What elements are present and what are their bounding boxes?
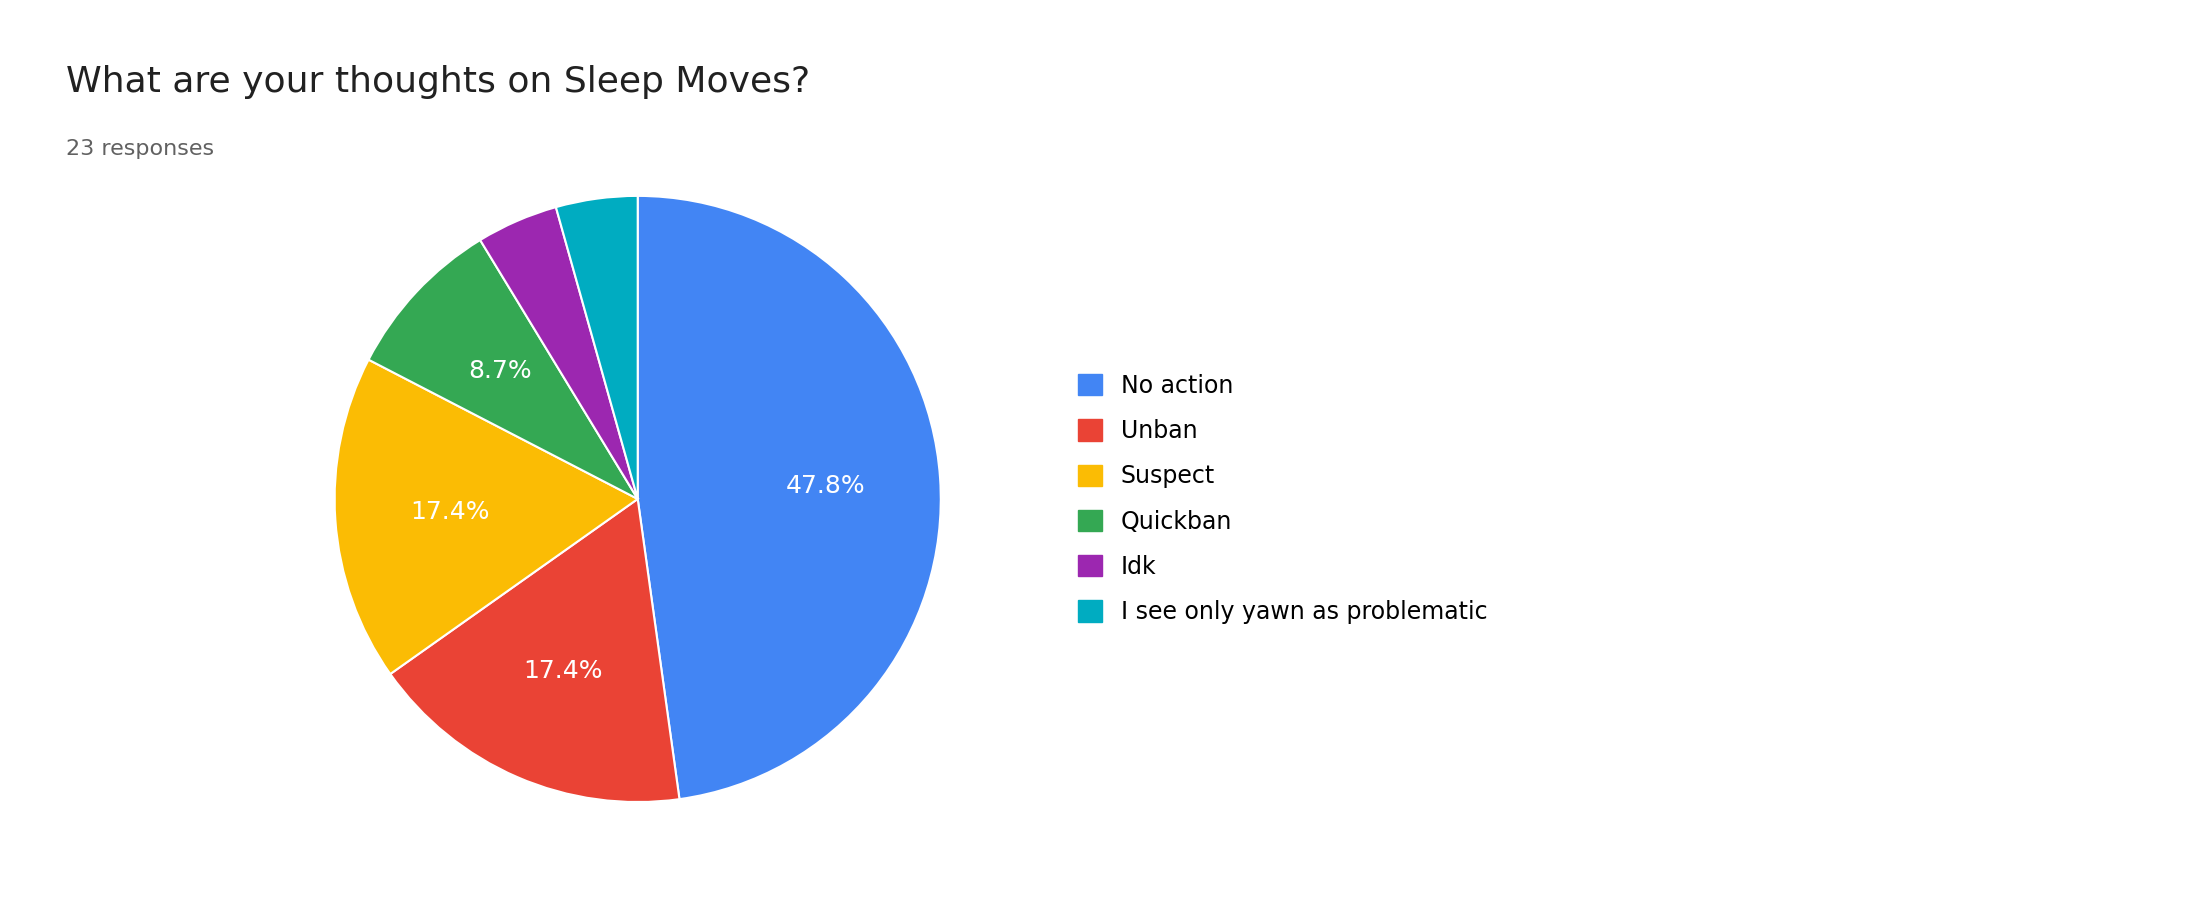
Wedge shape	[369, 240, 638, 499]
Text: 17.4%: 17.4%	[523, 660, 603, 684]
Wedge shape	[389, 499, 679, 802]
Text: 23 responses: 23 responses	[66, 139, 213, 159]
Text: 47.8%: 47.8%	[785, 474, 864, 498]
Text: What are your thoughts on Sleep Moves?: What are your thoughts on Sleep Moves?	[66, 65, 809, 99]
Wedge shape	[334, 359, 638, 674]
Wedge shape	[479, 207, 638, 499]
Wedge shape	[556, 196, 638, 499]
Wedge shape	[638, 196, 941, 799]
Text: 17.4%: 17.4%	[411, 500, 490, 524]
Text: 8.7%: 8.7%	[468, 359, 532, 383]
Legend: No action, Unban, Suspect, Quickban, Idk, I see only yawn as problematic: No action, Unban, Suspect, Quickban, Idk…	[1067, 362, 1500, 636]
